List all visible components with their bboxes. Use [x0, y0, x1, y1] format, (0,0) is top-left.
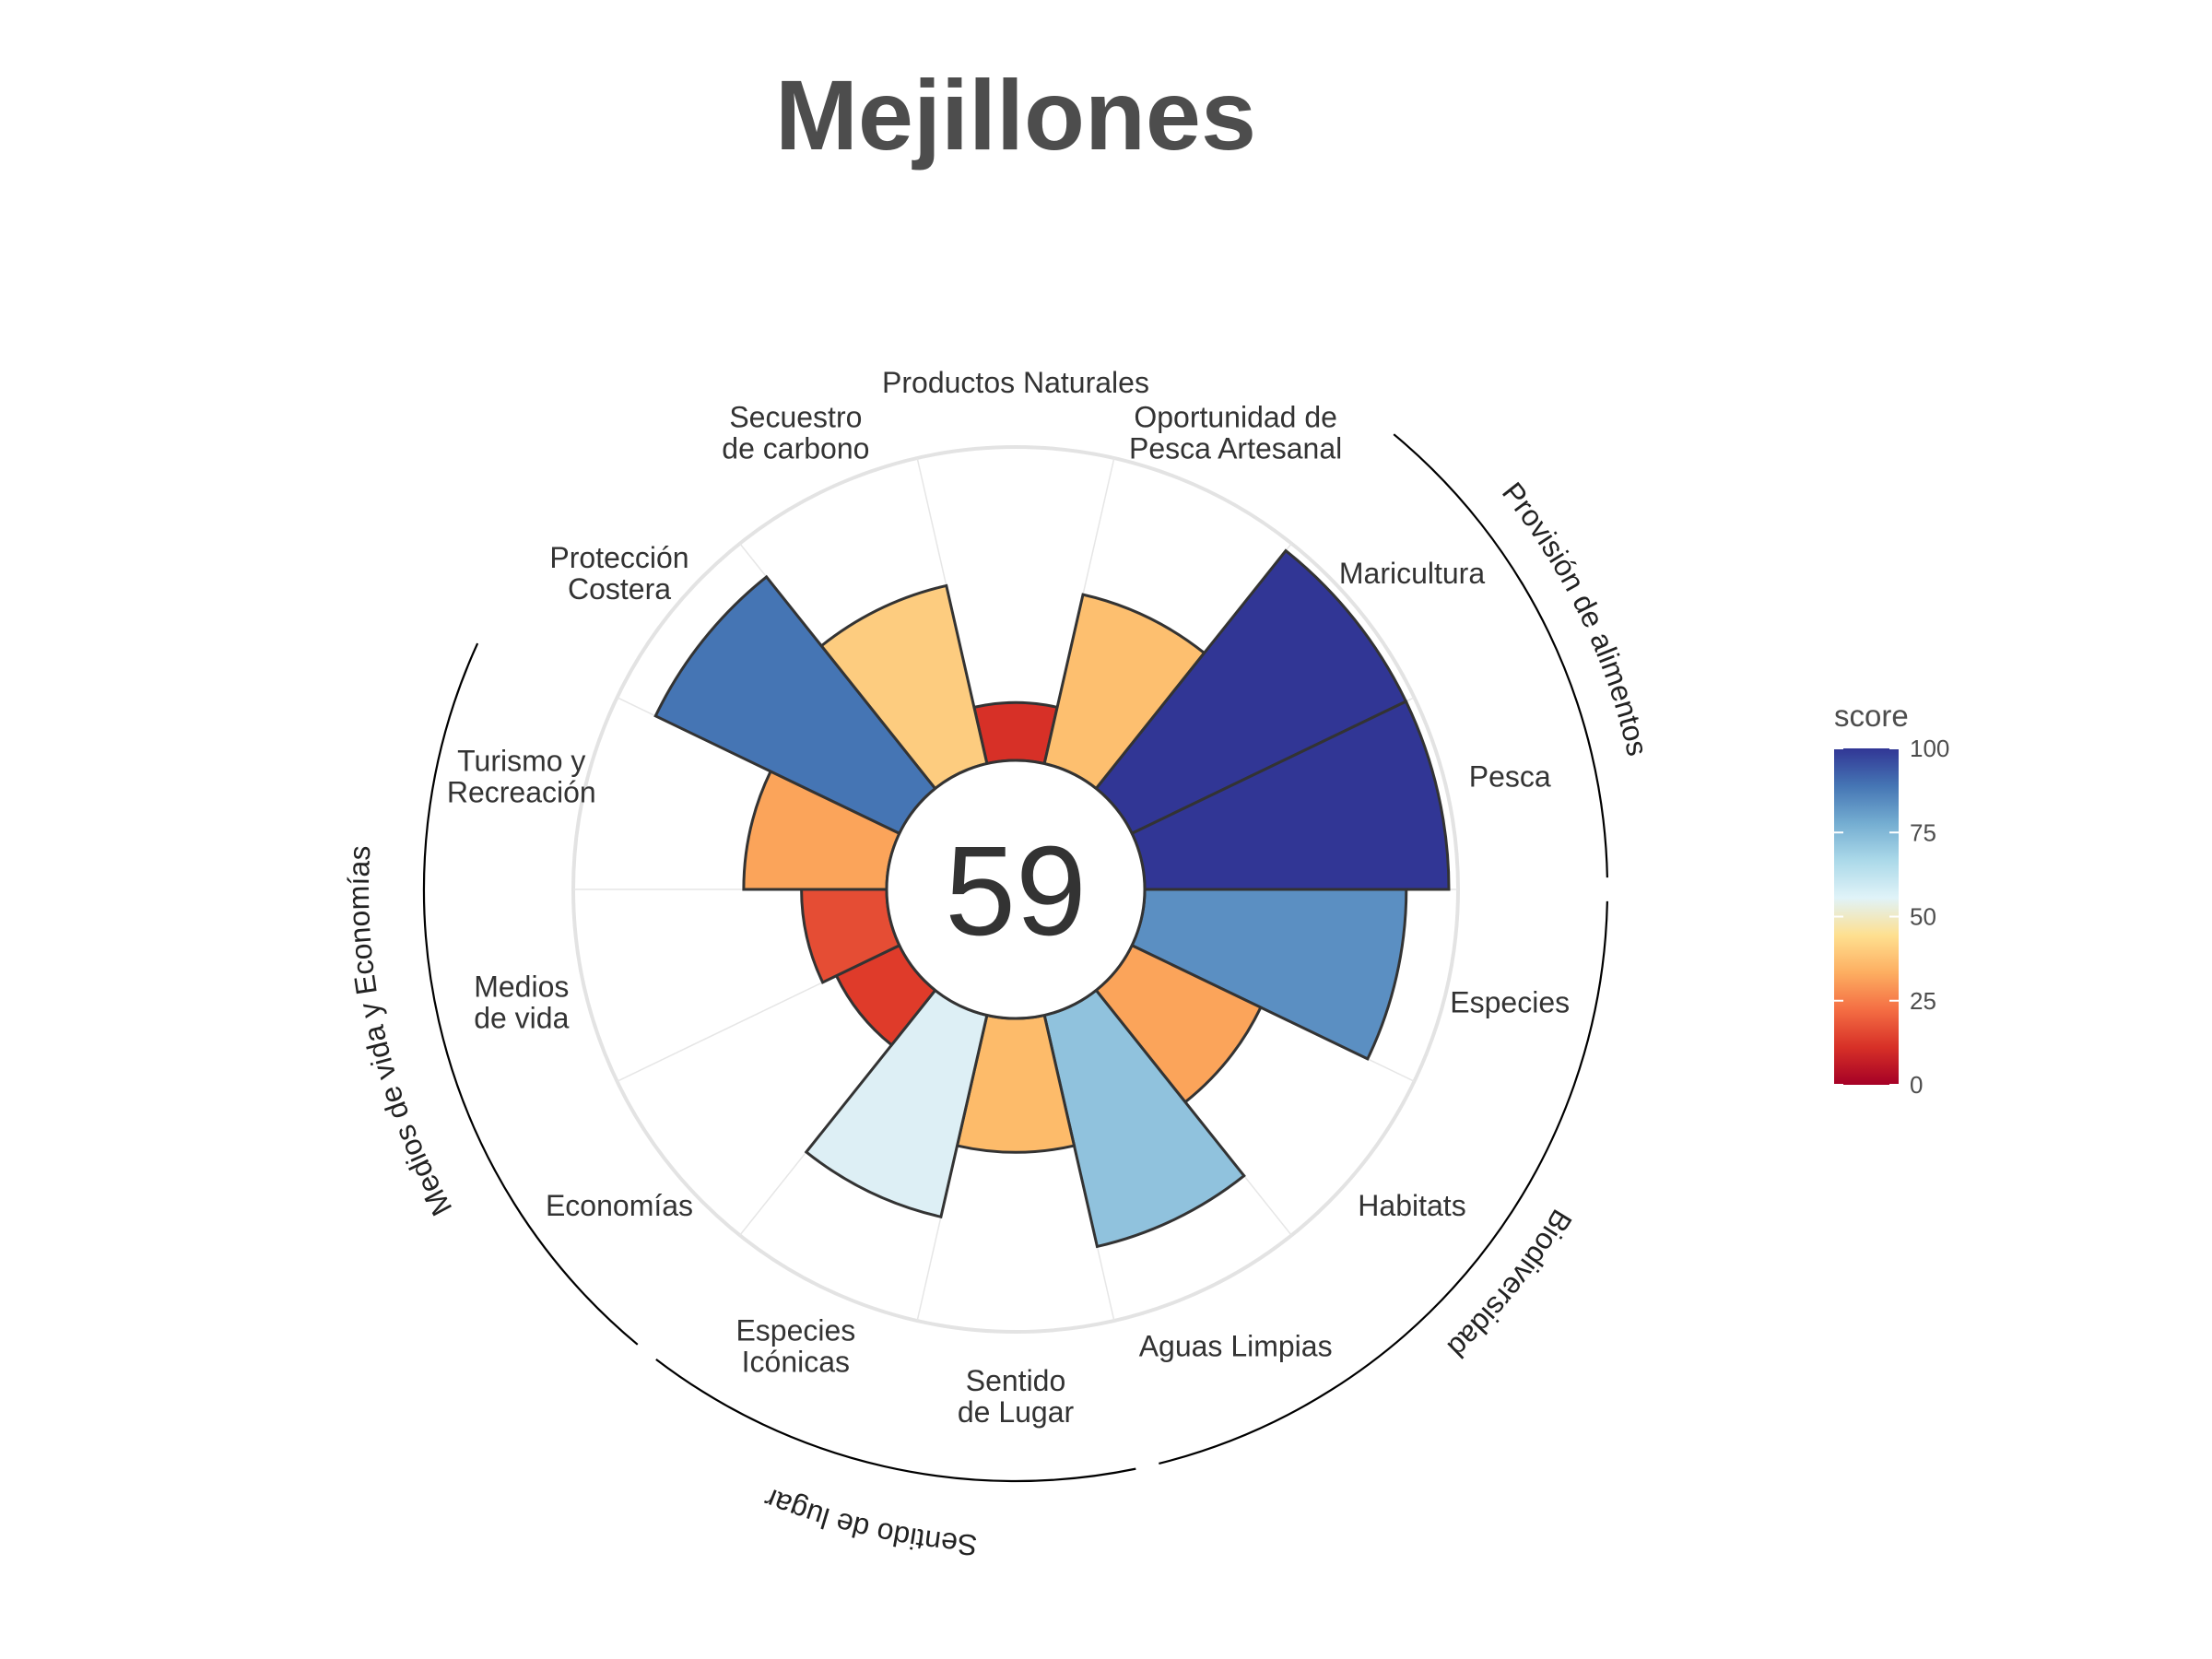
- category-label: Turismo y Recreación: [447, 745, 596, 809]
- category-label-line: Economías: [546, 1189, 693, 1222]
- group-label: Provisión de alimentos: [1496, 476, 1654, 759]
- group-arc: [1159, 900, 1608, 1465]
- petal-bar: [972, 700, 1059, 766]
- legend-tick-label: 75: [1910, 818, 1936, 846]
- category-label: Especies Icónicas: [735, 1314, 855, 1379]
- legend-tick-label: 50: [1910, 903, 1936, 931]
- category-label: Habitats: [1358, 1189, 1465, 1222]
- category-label-line: Sentido: [966, 1364, 1066, 1397]
- category-label: Especies: [1450, 985, 1570, 1018]
- category-label-line: Especies: [1450, 985, 1570, 1018]
- category-label-line: Icónicas: [742, 1346, 850, 1379]
- group-arc: [422, 642, 639, 1346]
- category-label: Secuestro de carbono: [722, 400, 869, 465]
- legend-tick-label: 0: [1910, 1071, 1923, 1099]
- category-label-line: Protección: [549, 541, 688, 574]
- legend-colorbar: [1834, 748, 1899, 1085]
- category-label: Medios de vida: [474, 970, 569, 1034]
- category-label-line: Recreación: [447, 776, 596, 809]
- category-label: Maricultura: [1339, 557, 1485, 590]
- category-label-line: de Lugar: [958, 1395, 1075, 1429]
- center-circle: [885, 759, 1147, 1020]
- category-label-line: Medios: [474, 970, 569, 1003]
- legend-ticks: 100 75 50 25 0: [1834, 735, 1949, 1099]
- category-label-line: Turismo y: [457, 745, 585, 778]
- category-label-line: Especies: [735, 1314, 855, 1347]
- group-label: Sentido de lugar: [759, 1482, 979, 1562]
- group-label: Biodiversidad: [1441, 1204, 1579, 1364]
- category-label-line: Pesca: [1469, 760, 1551, 794]
- category-label: Productos Naturales: [882, 366, 1149, 399]
- category-label-line: Maricultura: [1339, 557, 1485, 590]
- chart-title: Mejillones: [775, 59, 1256, 171]
- category-label: Protección Costera: [549, 541, 688, 606]
- category-label-line: de vida: [474, 1001, 569, 1034]
- petal-bars: [653, 548, 1451, 1249]
- category-label-line: Secuestro: [729, 400, 862, 433]
- category-label: Pesca: [1469, 760, 1551, 794]
- category-label: Economías: [546, 1189, 693, 1222]
- legend-title: score: [1834, 699, 1909, 733]
- category-label-line: Costera: [568, 572, 671, 606]
- legend-tick-label: 100: [1910, 735, 1949, 762]
- score-legend: score 100 75 50 25 0: [1834, 699, 1949, 1099]
- overall-score: 59: [945, 820, 1087, 962]
- group-arc: [1393, 433, 1608, 878]
- category-label-line: Productos Naturales: [882, 366, 1149, 399]
- category-label-line: Pesca Artesanal: [1129, 431, 1342, 465]
- category-label: Oportunidad de Pesca Artesanal: [1129, 400, 1342, 465]
- legend-tick-label: 25: [1910, 987, 1936, 1015]
- category-label-line: Habitats: [1358, 1189, 1465, 1222]
- category-label-line: Aguas Limpias: [1139, 1330, 1333, 1363]
- category-label-line: Oportunidad de: [1134, 400, 1337, 433]
- group-arc: [655, 1358, 1136, 1483]
- category-label: Sentido de Lugar: [958, 1364, 1075, 1429]
- category-label: Aguas Limpias: [1139, 1330, 1333, 1363]
- category-label-line: de carbono: [722, 431, 869, 465]
